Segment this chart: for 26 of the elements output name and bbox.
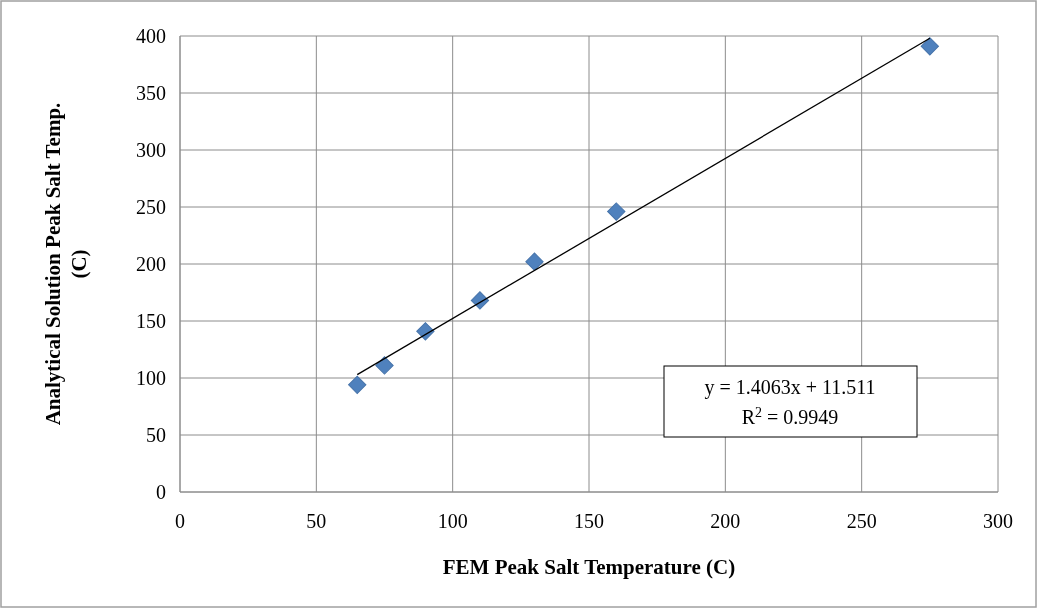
y-tick-label: 250 — [136, 196, 166, 218]
y-tick-label: 350 — [136, 82, 166, 104]
point — [525, 252, 544, 271]
y-tick-label: 300 — [136, 139, 166, 161]
y-tick-label: 400 — [136, 25, 166, 47]
y-axis-title: Analytical Solution Peak Salt Temp. (C) — [41, 102, 91, 426]
annotation: R$^{2}$ = 0.9949 — [741, 404, 839, 428]
point — [375, 356, 394, 375]
y-tick-label: 50 — [146, 424, 166, 446]
x-axis-title: FEM Peak Salt Temperature (C) — [442, 555, 736, 579]
x-tick-label: 50 — [306, 510, 327, 532]
x-tick-label: 300 — [983, 510, 1013, 532]
y-tick-label: 200 — [136, 253, 166, 275]
y-tick-label: 100 — [136, 367, 166, 389]
x-tick-label: 150 — [574, 510, 604, 532]
y-tick-label: 0 — [156, 481, 166, 503]
x-tick-label: 250 — [846, 510, 877, 532]
x-tick-label: 0 — [175, 510, 185, 532]
x-tick-label: 100 — [437, 510, 468, 532]
point — [348, 375, 367, 394]
equation-box: y = 1.4063x + 11.511 R$^{2}$ = 0.9949 — [663, 365, 918, 438]
y-tick-label: 150 — [136, 310, 166, 332]
annotation: y = 1.4063x + 11.511 — [704, 376, 876, 399]
point — [607, 202, 626, 221]
x-tick-label: 200 — [710, 510, 741, 532]
point — [920, 37, 939, 56]
